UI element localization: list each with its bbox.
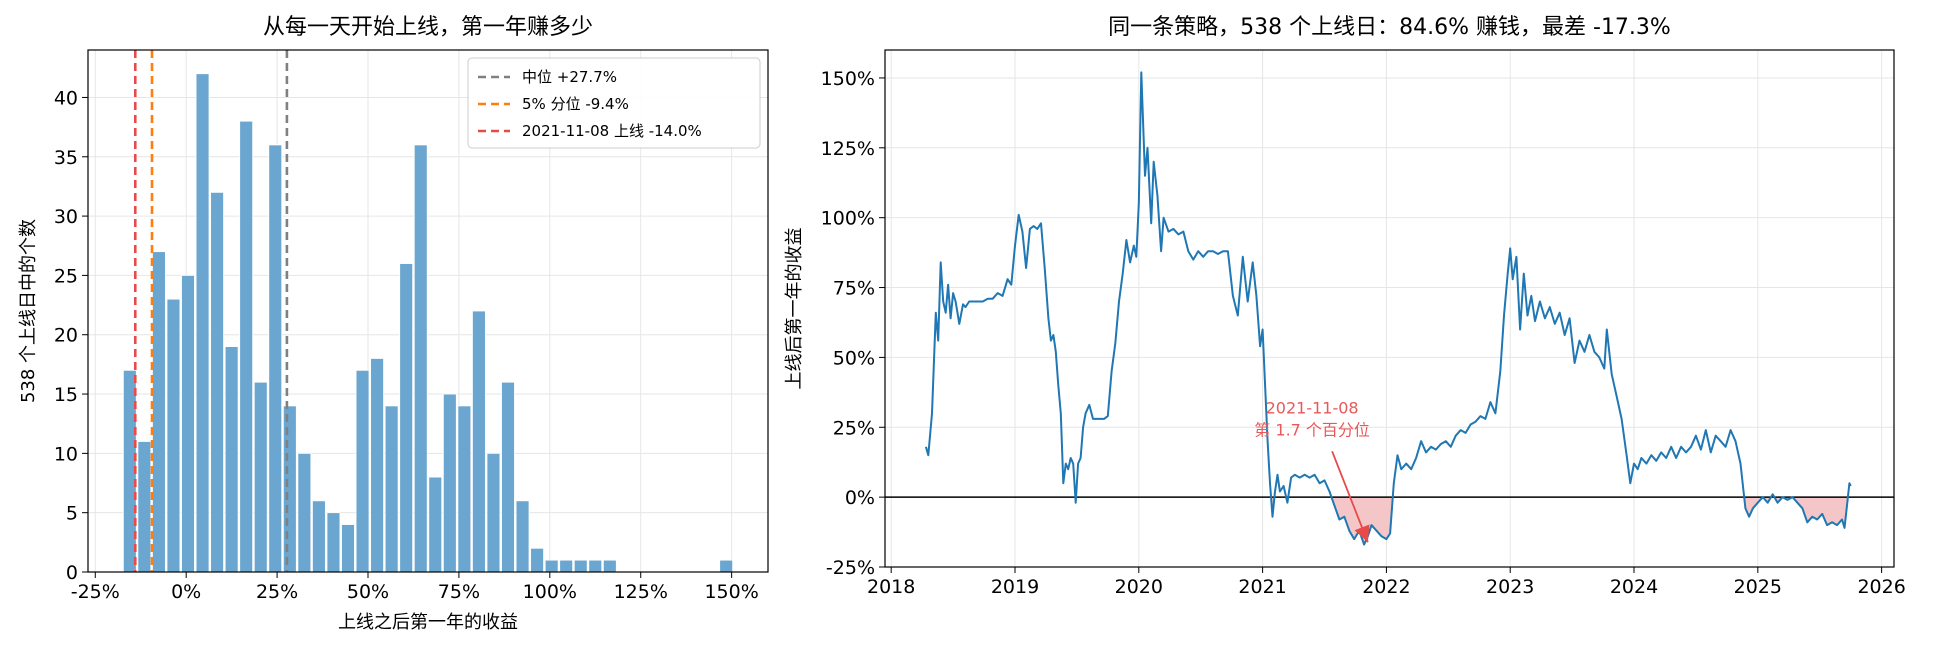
histogram-title: 从每一天开始上线，第一年赚多少 [263, 15, 593, 40]
line-chart-axes-frame [884, 49, 1895, 568]
x-tick-label: 2018 [867, 576, 915, 598]
histogram-bar-4 [181, 275, 195, 573]
histogram-bar-26 [501, 381, 515, 573]
negative-fill-region-8 [1792, 497, 1848, 528]
legend-entry-1: 5% 分位 -9.4% [522, 95, 629, 113]
y-tick-label: 40 [54, 87, 78, 109]
x-tick-label: 2025 [1734, 576, 1782, 598]
x-tick-label: 75% [438, 581, 480, 603]
histogram-bar-6 [210, 191, 224, 573]
line-chart-y-axis-label: 上线后第一年的收益 [784, 228, 805, 390]
x-tick-label: 0% [171, 581, 201, 603]
histogram-bar-17 [370, 358, 384, 573]
x-tick-label: 2019 [991, 576, 1039, 598]
y-tick-label: 25 [54, 265, 78, 287]
histogram-bar-9 [253, 381, 268, 573]
x-tick-label: 2024 [1610, 576, 1658, 598]
line-chart-y-ticks: -25% 0% 25% 50% 75% 100% 125% 150% [821, 68, 885, 579]
histogram-bar-10 [268, 144, 283, 573]
y-tick-label: 10 [54, 443, 78, 465]
x-tick-label: 50% [347, 581, 389, 603]
x-tick-label: 2023 [1486, 576, 1534, 598]
x-tick-label: 150% [704, 581, 758, 603]
negative-fill-region-3 [1331, 497, 1393, 545]
legend-entry-2: 2021-11-08 上线 -14.0% [522, 122, 702, 140]
x-tick-label: 100% [523, 581, 577, 603]
y-tick-label: -25% [826, 557, 875, 579]
histogram-bar-14 [326, 512, 341, 573]
y-tick-label: 15 [54, 384, 78, 406]
annotation-text-0: 2021-11-08 [1266, 398, 1359, 417]
histogram-bar-15 [341, 524, 355, 573]
histogram-bar-25 [486, 452, 501, 573]
y-tick-label: 20 [54, 325, 78, 347]
histogram-x-axis-label: 上线之后第一年的收益 [338, 612, 518, 633]
histogram-axes-frame [87, 49, 769, 573]
line-chart-title: 同一条策略，538 个上线日：84.6% 赚钱，最差 -17.3% [1108, 15, 1671, 40]
x-tick-label: 2021 [1238, 576, 1286, 598]
histogram-bar-8 [239, 120, 254, 573]
histogram-y-ticks: 0 5 10 15 20 25 30 35 40 [54, 87, 88, 584]
negative-return-fill [1075, 497, 1848, 545]
histogram-bar-11 [282, 405, 297, 573]
histogram-bar-13 [312, 500, 326, 573]
histogram-legend: 中位 +27.7% 5% 分位 -9.4% 2021-11-08 上线 -14.0% [467, 57, 761, 149]
histogram-bar-18 [384, 405, 399, 573]
histogram-bar-16 [355, 369, 370, 573]
y-tick-label: 0% [845, 487, 875, 509]
y-tick-label: 25% [833, 417, 875, 439]
histogram-bar-21 [428, 476, 443, 573]
first-year-return-line [924, 71, 1852, 546]
y-tick-label: 150% [821, 68, 875, 90]
histogram-bar-27 [515, 500, 530, 573]
histogram-bar-31 [573, 559, 588, 573]
histogram-bar-5 [195, 73, 210, 573]
y-tick-label: 30 [54, 206, 78, 228]
annotation-arrow-head [1354, 524, 1370, 543]
launch-date-annotation: 2021-11-08 第 1.7 个百分位 [1254, 398, 1370, 543]
histogram-bar-34 [719, 559, 734, 573]
legend-entry-0: 中位 +27.7% [522, 68, 617, 86]
y-tick-label: 125% [821, 138, 875, 160]
legend-box [467, 57, 761, 149]
x-tick-label: -25% [71, 581, 120, 603]
histogram-bar-23 [457, 405, 472, 573]
histogram-bar-24 [472, 310, 486, 573]
histogram-bar-30 [559, 559, 574, 573]
histogram-bar-28 [530, 547, 544, 573]
histogram-y-axis-label: 538 个上线日中的个数 [18, 219, 39, 403]
histogram-bar-20 [413, 144, 428, 573]
histogram-bar-1 [137, 441, 152, 573]
annotation-arrow-line [1331, 450, 1369, 543]
histogram-bar-2 [152, 251, 166, 573]
y-tick-label: 75% [833, 278, 875, 300]
y-tick-label: 100% [821, 208, 875, 230]
histogram-bar-19 [399, 263, 414, 573]
line-chart-grid [885, 50, 1894, 568]
histogram-reference-lines [133, 50, 289, 572]
histogram-x-ticks: -25% 0% 25% 50% 75% 100% 125% 150% [71, 572, 759, 603]
annotation-text-1: 第 1.7 个百分位 [1254, 420, 1370, 439]
histogram-panel: 从每一天开始上线，第一年赚多少 -25% 0% 25% 50% 75% 100% 125% 1… [18, 15, 769, 633]
histogram-bar-29 [544, 559, 559, 573]
y-tick-label: 5 [66, 503, 78, 525]
x-tick-label: 25% [256, 581, 298, 603]
line-chart-x-ticks: 2018 2019 2020 2021 2022 2023 2024 2025 2026 [867, 567, 1906, 598]
histogram-bar-33 [602, 559, 617, 573]
histogram-bar-22 [442, 393, 457, 573]
x-tick-label: 2026 [1857, 576, 1905, 598]
x-tick-label: 125% [614, 581, 668, 603]
histogram-bar-3 [166, 298, 181, 573]
x-tick-label: 2020 [1115, 576, 1163, 598]
y-tick-label: 35 [54, 147, 78, 169]
histogram-bar-7 [224, 346, 239, 573]
x-tick-label: 2022 [1362, 576, 1410, 598]
y-tick-label: 50% [833, 347, 875, 369]
y-tick-label: 0 [66, 562, 78, 584]
histogram-bar-12 [297, 452, 312, 573]
histogram-bar-32 [588, 559, 603, 573]
line-panel: 同一条策略，538 个上线日：84.6% 赚钱，最差 -17.3% 2018 20… [784, 15, 1906, 598]
